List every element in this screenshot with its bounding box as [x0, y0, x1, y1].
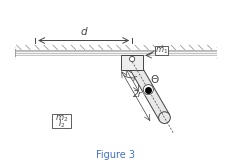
Text: $\Theta$: $\Theta$ [149, 73, 158, 85]
Bar [15, 50, 216, 55]
Text: d: d [80, 27, 87, 37]
Circle shape [129, 56, 134, 62]
FancyBboxPatch shape [155, 46, 167, 55]
Text: 2r: 2r [133, 90, 142, 99]
Circle shape [158, 112, 170, 124]
Text: $m_2$: $m_2$ [55, 113, 68, 124]
Polygon shape [127, 59, 169, 121]
Text: $I_2$: $I_2$ [57, 118, 65, 130]
Text: r: r [132, 74, 136, 83]
Text: Figure 3: Figure 3 [96, 150, 135, 160]
Text: $m_1$: $m_1$ [154, 45, 167, 56]
Bar [121, 55, 143, 70]
FancyBboxPatch shape [52, 114, 70, 128]
